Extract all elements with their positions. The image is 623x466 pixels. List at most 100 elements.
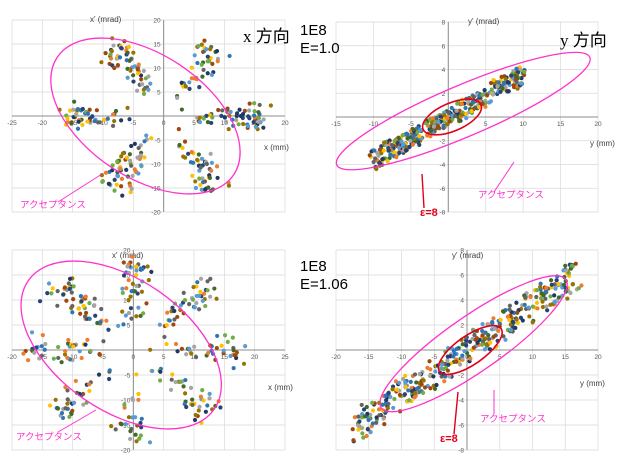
data-point xyxy=(131,79,136,84)
data-point xyxy=(188,385,194,390)
y-tick-label: 10 xyxy=(153,66,161,73)
data-point xyxy=(67,276,73,281)
chart-x-top: -25-20-15-10-505101520-20-15-10-55101520… xyxy=(7,15,289,217)
data-point xyxy=(214,48,220,54)
data-point xyxy=(179,107,184,112)
data-point xyxy=(417,371,422,377)
x-tick-label: 25 xyxy=(281,354,289,361)
data-point xyxy=(404,148,409,153)
data-point xyxy=(247,101,252,106)
data-point xyxy=(459,112,464,118)
data-point xyxy=(393,379,399,384)
data-point xyxy=(134,88,140,93)
data-point xyxy=(144,301,149,306)
data-point xyxy=(123,313,128,318)
data-point xyxy=(392,396,397,402)
data-point xyxy=(245,123,251,129)
data-point xyxy=(87,382,92,387)
data-point xyxy=(71,284,76,289)
data-point xyxy=(105,116,110,121)
data-point xyxy=(108,52,113,57)
x-tick-label: 5 xyxy=(192,120,196,127)
data-point xyxy=(462,349,467,354)
data-point xyxy=(428,128,433,134)
data-point xyxy=(553,286,558,291)
data-point xyxy=(540,299,545,304)
data-point xyxy=(407,144,412,150)
data-point xyxy=(29,330,35,335)
data-point xyxy=(128,294,133,299)
data-point xyxy=(379,151,384,156)
data-point xyxy=(541,293,546,298)
data-point xyxy=(129,254,135,259)
data-point xyxy=(225,106,230,111)
data-point xyxy=(134,273,139,278)
data-point xyxy=(419,382,424,387)
data-point xyxy=(92,119,97,124)
data-point xyxy=(368,429,373,435)
data-point xyxy=(197,115,202,120)
data-point xyxy=(65,397,70,402)
data-point xyxy=(107,368,112,373)
data-point xyxy=(140,267,145,272)
data-point xyxy=(445,116,450,121)
data-point xyxy=(387,155,392,161)
data-point xyxy=(204,161,209,167)
data-point xyxy=(189,351,194,356)
data-point xyxy=(491,334,496,339)
data-point xyxy=(519,76,524,81)
y-tick-label: -4 xyxy=(440,162,446,169)
data-point xyxy=(230,335,235,340)
data-point xyxy=(134,314,139,319)
data-point xyxy=(196,307,202,312)
data-point xyxy=(252,101,257,106)
data-point xyxy=(79,355,84,361)
data-point xyxy=(129,289,134,294)
acceptance-ellipse xyxy=(379,275,568,413)
data-point xyxy=(491,77,496,83)
data-point xyxy=(209,168,214,173)
data-point xyxy=(434,116,439,121)
data-point xyxy=(226,126,231,132)
data-point xyxy=(76,119,81,124)
data-point xyxy=(181,290,186,295)
data-point xyxy=(192,417,198,423)
y-direction-label: y 方向 xyxy=(560,31,607,50)
data-point xyxy=(136,397,141,402)
data-point xyxy=(359,426,364,431)
data-point xyxy=(561,282,567,287)
data-point xyxy=(118,45,124,51)
data-point xyxy=(55,289,60,294)
data-point xyxy=(227,53,232,59)
data-point xyxy=(374,420,379,425)
data-point xyxy=(453,113,458,119)
scatter-points xyxy=(367,65,527,172)
data-point xyxy=(139,163,144,168)
data-point xyxy=(361,407,367,412)
data-point xyxy=(55,406,61,411)
data-point xyxy=(205,403,210,408)
data-point xyxy=(66,337,71,343)
data-point xyxy=(124,286,129,291)
data-point xyxy=(510,319,515,324)
data-point xyxy=(447,374,452,379)
y-tick-label: -10 xyxy=(151,162,161,169)
data-point xyxy=(498,89,503,95)
scatter-points xyxy=(21,254,248,445)
data-point xyxy=(508,327,513,332)
data-point xyxy=(411,127,416,132)
data-point xyxy=(548,278,554,283)
data-point xyxy=(108,56,114,61)
data-point xyxy=(141,311,146,316)
data-point xyxy=(388,152,393,157)
data-point xyxy=(70,310,75,315)
x-direction-label: x 方向 xyxy=(243,27,290,46)
data-point xyxy=(509,73,514,78)
data-point xyxy=(214,345,219,351)
data-point xyxy=(458,362,463,367)
data-point xyxy=(62,352,68,357)
data-point xyxy=(579,283,584,288)
energy-label-bottom: E=1.06 xyxy=(300,276,348,293)
data-point xyxy=(499,74,504,79)
y-tick-label: 20 xyxy=(123,248,131,255)
